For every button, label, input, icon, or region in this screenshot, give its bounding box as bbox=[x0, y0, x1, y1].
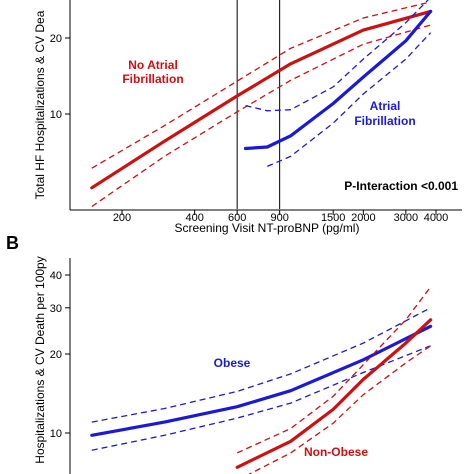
x-tick-label-3000: 3000 bbox=[394, 212, 418, 224]
ci-upper-non-obese bbox=[236, 286, 432, 454]
series-line-atrial-fibrillation bbox=[243, 9, 433, 151]
label-non-obese: Non-Obese bbox=[304, 445, 368, 459]
panel-a-y-axis-label: Total HF Hospitalizations & CV Dea bbox=[33, 10, 47, 199]
ci-lower-non-obese bbox=[248, 345, 431, 474]
panel-b-letter: B bbox=[6, 233, 19, 253]
series-line-no-atrial-fibrillation bbox=[90, 9, 433, 190]
panel-a-ticks: 200 400 600 900 1500 2000 3000 4000 10 20 bbox=[50, 33, 448, 224]
x-tick-label-400: 400 bbox=[185, 212, 203, 224]
ci-upper-obese bbox=[91, 307, 431, 423]
x-tick-label-4000: 4000 bbox=[424, 212, 448, 224]
panel-b: B 10 20 30 40 Hospitalizations & CV Death p… bbox=[6, 233, 433, 474]
y-tick-label-20: 20 bbox=[50, 33, 62, 45]
label-af-line2: Fibrillation bbox=[354, 114, 415, 128]
label-no-af-line1: No Atrial bbox=[128, 58, 178, 72]
p-interaction-annotation: P-Interaction <0.001 bbox=[344, 179, 458, 193]
series-line-obese bbox=[90, 324, 433, 437]
panel-b-plot-area bbox=[90, 286, 433, 474]
y-tick-label-10: 10 bbox=[50, 109, 62, 121]
x-tick-label-1500: 1500 bbox=[321, 212, 345, 224]
b-y-tick-label-20: 20 bbox=[50, 349, 62, 361]
b-y-tick-label-30: 30 bbox=[50, 303, 62, 315]
b-y-tick-label-10: 10 bbox=[50, 428, 62, 440]
ci-upper-atrial-fibrillation bbox=[245, 0, 429, 112]
label-obese: Obese bbox=[214, 356, 251, 370]
panel-b-y-axis-label: Hospitalizations & CV Death per 100py bbox=[33, 256, 47, 463]
panel-a-plot-area bbox=[90, 0, 433, 209]
x-tick-label-900: 900 bbox=[270, 212, 288, 224]
b-y-tick-label-40: 40 bbox=[50, 270, 62, 282]
label-no-af-line2: Fibrillation bbox=[122, 72, 183, 86]
x-tick-label-200: 200 bbox=[113, 212, 131, 224]
panel-a: 200 400 600 900 1500 2000 3000 4000 10 20 Total H… bbox=[33, 0, 462, 235]
ci-lower-atrial-fibrillation bbox=[267, 32, 432, 167]
label-af-line1: Atrial bbox=[370, 99, 401, 113]
panel-a-x-axis-label: Screening Visit NT-proBNP (pg/ml) bbox=[175, 221, 360, 235]
panel-b-ticks: 10 20 30 40 bbox=[50, 270, 70, 440]
series-line-non-obese bbox=[235, 318, 433, 469]
x-tick-label-600: 600 bbox=[228, 212, 246, 224]
x-tick-label-2000: 2000 bbox=[351, 212, 375, 224]
ci-upper-no-atrial-fibrillation bbox=[91, 1, 431, 169]
ci-lower-no-atrial-fibrillation bbox=[91, 24, 431, 208]
